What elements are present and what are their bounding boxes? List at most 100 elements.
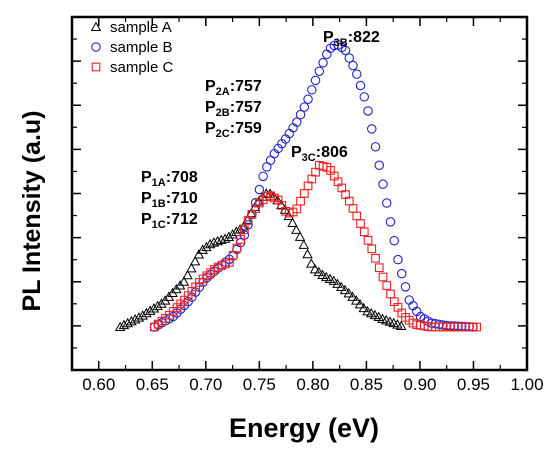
data-point — [306, 258, 317, 268]
x-axis-title: Energy (eV) — [229, 413, 379, 443]
data-point — [340, 45, 351, 56]
data-point — [382, 198, 392, 208]
data-point — [355, 80, 366, 91]
data-point — [343, 287, 354, 298]
data-point — [328, 275, 340, 285]
data-point — [208, 237, 220, 247]
legend-label: sample B — [110, 39, 173, 56]
x-tick-label: 0.80 — [296, 375, 329, 394]
data-point — [347, 291, 358, 301]
data-point — [303, 94, 313, 105]
data-point — [236, 235, 245, 244]
data-point — [378, 272, 388, 282]
data-point — [296, 196, 305, 206]
data-point — [232, 243, 242, 253]
data-point — [133, 312, 145, 322]
data-point — [292, 117, 302, 127]
data-point — [240, 225, 249, 235]
data-point — [201, 241, 212, 252]
data-point — [310, 75, 321, 86]
data-point — [193, 249, 205, 259]
data-point — [352, 69, 362, 79]
data-point — [367, 244, 377, 254]
data-point — [385, 217, 396, 227]
data-point — [332, 278, 343, 288]
data-point — [156, 298, 167, 308]
x-tick-label: 0.75 — [243, 375, 276, 394]
data-point — [212, 235, 223, 246]
data-point — [348, 60, 358, 71]
data-point — [258, 171, 268, 182]
data-point — [389, 236, 399, 246]
data-point — [371, 253, 380, 263]
series-sample-c — [150, 160, 482, 332]
peak-annotation: P3C:806 — [291, 144, 348, 164]
data-point — [219, 233, 231, 243]
data-point — [363, 235, 373, 245]
peak-annotation: P2C:759 — [205, 120, 262, 140]
x-tick-label: 0.65 — [136, 375, 169, 394]
data-point — [318, 57, 328, 68]
data-point — [396, 268, 407, 279]
x-tick-label: 0.60 — [82, 375, 115, 394]
data-point — [189, 255, 201, 266]
data-point — [370, 142, 381, 152]
y-axis-title: PL Intensity (a.u) — [18, 111, 46, 312]
data-point — [313, 266, 325, 277]
axes-layer: 0.60 0.65 0.70 0.75 0.80 0.85 0.90 0.95 1.00 — [70, 15, 544, 394]
data-point — [204, 238, 216, 249]
data-point — [129, 314, 141, 324]
data-point — [374, 160, 385, 171]
series-layer — [114, 40, 482, 332]
data-point — [329, 40, 340, 51]
data-point — [178, 276, 190, 286]
data-point — [148, 303, 160, 313]
data-point — [393, 254, 403, 265]
data-point — [348, 204, 358, 213]
data-point — [114, 321, 126, 332]
data-point — [254, 184, 265, 195]
legend: sample A sample B sample C — [90, 19, 174, 76]
data-point — [374, 263, 384, 273]
peak-annotation: P1A:708 — [141, 169, 198, 189]
data-point — [382, 281, 392, 290]
peak-annotation: P2A:757 — [205, 78, 262, 98]
legend-label: sample A — [110, 19, 172, 36]
data-point — [287, 217, 298, 227]
legend-marker — [91, 62, 101, 72]
data-point — [242, 214, 253, 224]
x-tick-label: 0.70 — [189, 375, 222, 394]
x-tick-label: 0.90 — [403, 375, 436, 394]
data-point — [197, 244, 208, 254]
data-point — [472, 322, 482, 332]
data-point — [344, 53, 355, 63]
data-point — [359, 227, 369, 237]
data-point — [152, 300, 163, 311]
data-point — [309, 263, 321, 274]
data-point — [314, 66, 325, 76]
data-point — [299, 102, 310, 112]
data-point — [339, 284, 351, 295]
data-point — [186, 262, 197, 273]
peak-annotation: P1C:712 — [141, 211, 198, 231]
legend-marker — [90, 21, 102, 32]
peak-annotation: P1B:710 — [141, 190, 198, 210]
x-tick-label: 0.95 — [457, 375, 490, 394]
data-point — [358, 302, 369, 313]
legend-marker — [91, 42, 101, 52]
data-point — [182, 269, 193, 280]
data-point — [336, 281, 347, 292]
data-point — [307, 85, 317, 95]
data-point — [354, 298, 366, 309]
data-point — [352, 211, 362, 221]
data-point — [126, 315, 137, 326]
data-point — [295, 109, 306, 120]
legend-label: sample C — [110, 59, 174, 76]
data-point — [356, 219, 365, 228]
data-point — [118, 319, 130, 330]
data-point — [395, 320, 407, 331]
data-point — [367, 124, 377, 134]
data-point — [223, 231, 235, 241]
